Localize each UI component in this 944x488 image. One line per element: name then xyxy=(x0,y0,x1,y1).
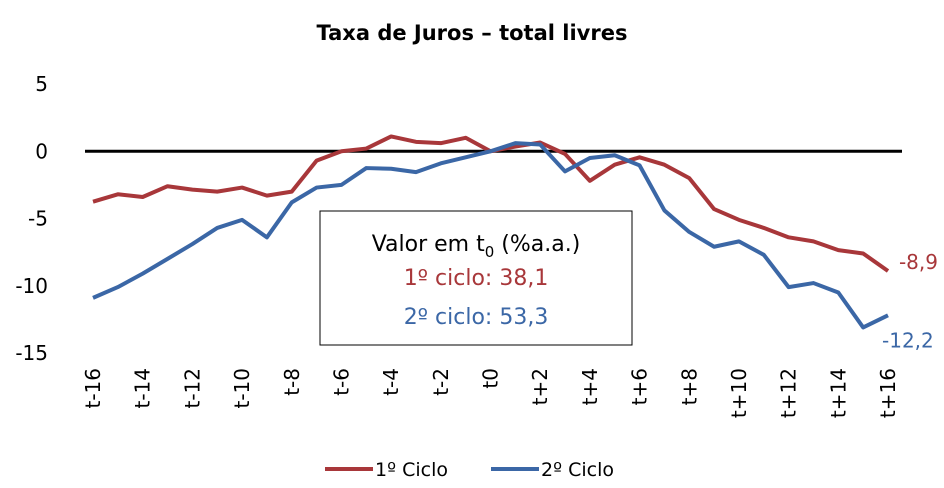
annotation-title-part: Valor em t xyxy=(372,232,485,257)
chart-title: Taxa de Juros – total livres xyxy=(317,21,628,45)
annotation-title-part: 0 xyxy=(485,243,495,261)
x-tick-label: t0 xyxy=(479,368,503,389)
x-tick-label: t-4 xyxy=(379,368,403,396)
legend-label: 1º Ciclo xyxy=(375,459,448,481)
x-tick-label: t-8 xyxy=(280,368,304,396)
value-label: -12,2 xyxy=(882,328,934,352)
annotation-title: Valor em t0 (%a.a.) xyxy=(372,232,581,261)
x-tick-label: t+14 xyxy=(826,368,850,418)
annotation-title-part: (%a.a.) xyxy=(494,232,580,257)
x-tick-label: t+2 xyxy=(528,368,552,405)
annotation-box xyxy=(319,210,633,346)
legend-label: 2º Ciclo xyxy=(541,459,614,481)
x-tick-label: t+16 xyxy=(876,368,900,418)
x-tick-label: t-12 xyxy=(180,368,204,409)
x-tick-label: t-14 xyxy=(131,368,155,409)
x-tick-label: t+8 xyxy=(677,368,701,405)
line xyxy=(92,141,889,330)
y-tick-label: 5 xyxy=(35,72,48,96)
x-tick-label: t-10 xyxy=(230,368,254,409)
x-tick-label: t+10 xyxy=(727,368,751,418)
y-tick-label: 0 xyxy=(35,139,48,163)
annotation-line: 2º ciclo: 53,3 xyxy=(404,305,549,330)
y-tick-label: -5 xyxy=(28,207,48,231)
x-tick-label: t-2 xyxy=(429,368,453,396)
x-tick-label: t-6 xyxy=(329,368,353,396)
value-label: -8,9 xyxy=(899,250,938,274)
x-tick-label: t+12 xyxy=(777,368,801,418)
y-tick-label: -15 xyxy=(15,341,48,365)
y-tick-label: -10 xyxy=(15,274,48,298)
x-tick-label: t+4 xyxy=(578,368,602,405)
x-tick-label: t-16 xyxy=(81,368,105,409)
annotation-line: 1º ciclo: 38,1 xyxy=(404,266,549,291)
x-tick-label: t+6 xyxy=(628,368,652,405)
